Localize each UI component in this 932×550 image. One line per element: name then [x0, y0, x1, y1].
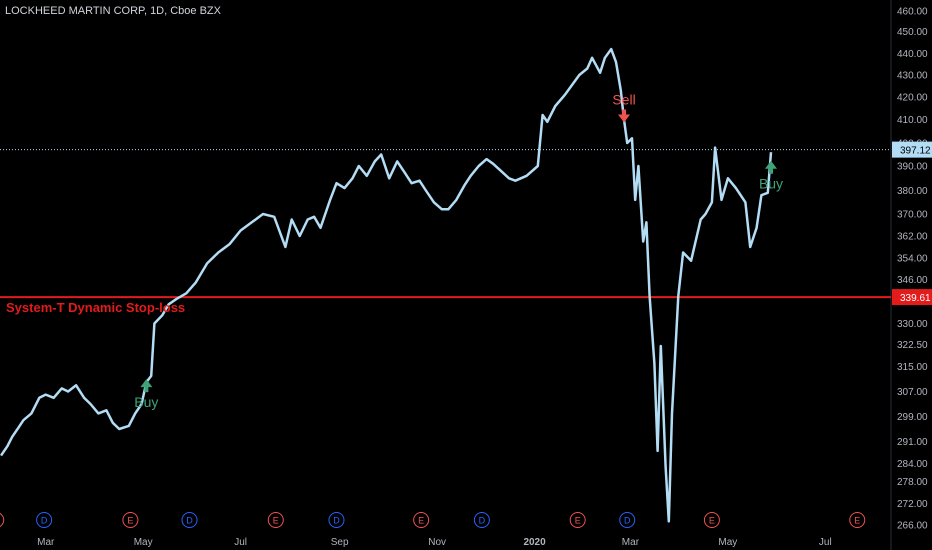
event-marker-label: E: [127, 516, 133, 526]
earnings-marker[interactable]: [703, 512, 720, 528]
current-price-text: 397.12: [900, 146, 931, 157]
earnings-marker[interactable]: [569, 512, 586, 528]
event-marker-label: E: [418, 516, 424, 526]
event-marker-label: D: [333, 516, 340, 526]
price-line: [0, 47, 773, 523]
sell-arrow-icon: [618, 109, 631, 123]
stop-loss-badge: [892, 289, 932, 306]
x-tick-label: Jul: [819, 537, 832, 548]
y-tick-label: 291.00: [897, 437, 928, 448]
y-tick-label: 460.00: [897, 7, 928, 18]
y-tick-label: 284.00: [897, 459, 928, 470]
dividend-marker[interactable]: [328, 512, 345, 528]
x-tick-label: Jul: [234, 537, 247, 548]
stop-loss-price-text: 339.61: [900, 293, 931, 304]
dividend-marker[interactable]: [619, 512, 636, 528]
stop-loss-label: System-T Dynamic Stop-loss: [6, 300, 185, 315]
y-tick-label: 315.00: [897, 362, 928, 373]
x-tick-label: Nov: [428, 537, 446, 548]
event-marker-label: E: [273, 516, 279, 526]
x-tick-label: May: [718, 537, 737, 548]
y-tick-label: 307.00: [897, 387, 928, 398]
dividend-marker[interactable]: [473, 512, 490, 528]
dividend-marker[interactable]: [181, 512, 198, 528]
y-tick-label: 410.00: [897, 115, 928, 126]
x-tick-label: Sep: [331, 537, 349, 548]
x-tick-label: Mar: [37, 537, 55, 548]
y-tick-label: 430.00: [897, 71, 928, 82]
y-tick-label: 346.00: [897, 275, 928, 286]
y-tick-label: 272.00: [897, 499, 928, 510]
buy-signal-label: Buy: [134, 394, 158, 410]
earnings-marker[interactable]: [0, 512, 5, 528]
y-tick-label: 440.00: [897, 49, 928, 60]
event-marker-label: D: [624, 516, 631, 526]
y-tick-label: 362.00: [897, 232, 928, 243]
earnings-marker[interactable]: [122, 512, 139, 528]
buy-arrow-icon: [765, 160, 777, 174]
y-tick-label: 322.50: [897, 340, 928, 351]
event-marker-label: E: [575, 516, 581, 526]
current-price-badge: [892, 141, 932, 158]
y-tick-label: 299.00: [897, 412, 928, 423]
y-tick-label: 370.00: [897, 210, 928, 221]
event-marker-label: E: [854, 516, 860, 526]
buy-signal-label: Buy: [759, 176, 783, 192]
x-tick-label: May: [134, 537, 153, 548]
y-tick-label: 330.00: [897, 319, 928, 330]
y-tick-label: 380.00: [897, 186, 928, 197]
buy-arrow-icon: [140, 379, 153, 393]
y-tick-label: 354.00: [897, 254, 928, 265]
x-tick-label: Mar: [622, 537, 640, 548]
y-tick-label: 420.00: [897, 93, 928, 104]
earnings-marker[interactable]: [849, 512, 866, 528]
y-tick-label: 266.00: [897, 521, 928, 532]
dividend-marker[interactable]: [36, 512, 53, 528]
event-marker-label: D: [41, 516, 48, 526]
x-tick-label: 2020: [523, 537, 546, 548]
y-tick-label: 390.00: [897, 162, 928, 173]
event-marker-label: D: [186, 516, 193, 526]
y-tick-label: 450.00: [897, 27, 928, 38]
earnings-marker[interactable]: [267, 512, 284, 528]
earnings-marker[interactable]: [413, 512, 430, 528]
chart-title: LOCKHEED MARTIN CORP, 1D, Cboe BZX: [5, 5, 221, 17]
event-marker-label: D: [479, 516, 486, 526]
y-tick-label: 278.00: [897, 477, 928, 488]
event-marker-label: E: [709, 516, 715, 526]
sell-signal-label: Sell: [612, 92, 635, 108]
